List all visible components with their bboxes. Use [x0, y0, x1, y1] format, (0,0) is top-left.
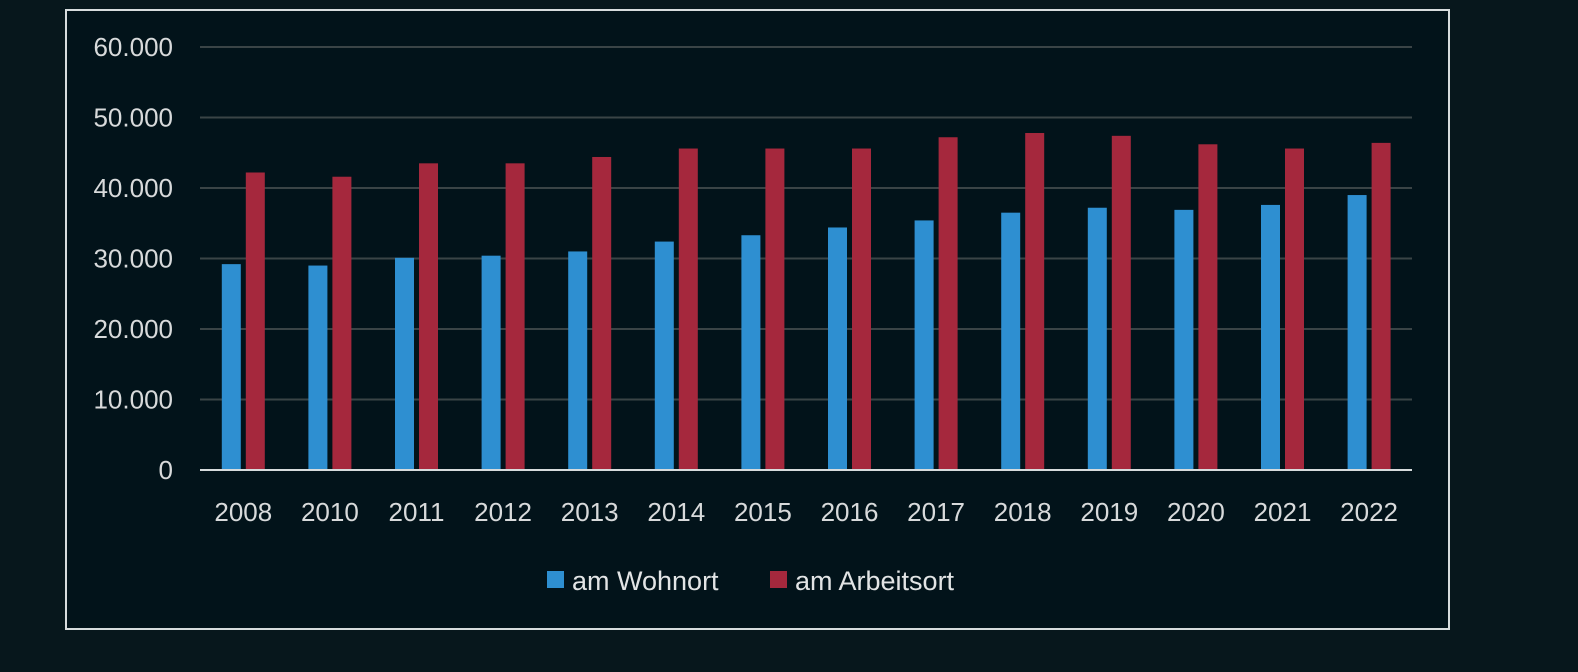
x-tick-label: 2014 [647, 497, 705, 527]
x-axis-ticks: 2008 2010 2011 2012 2013 2014 2015 2016 2017 2018… [214, 497, 1398, 527]
y-axis-ticks: 0 10.000 20.000 30.000 40.000 50.000 60.000 [93, 32, 173, 485]
legend-label-am-wohnort: am Wohnort [572, 566, 719, 596]
bar-am-arbeitsort-2010 [332, 176, 352, 470]
bar-am-arbeitsort-2014 [678, 148, 698, 470]
bar-am-wohnort-2013 [568, 251, 588, 470]
legend-swatch-am-arbeitsort [770, 571, 787, 588]
y-tick-label: 10.000 [93, 385, 173, 415]
y-tick-label: 20.000 [93, 314, 173, 344]
bar-am-wohnort-2021 [1261, 204, 1280, 471]
bar-am-arbeitsort-2011 [419, 163, 438, 470]
bar-am-wohnort-2010 [308, 265, 328, 470]
x-tick-label: 2016 [821, 497, 879, 527]
x-tick-label: 2008 [214, 497, 272, 527]
x-tick-label: 2015 [734, 497, 792, 527]
x-tick-label: 2020 [1167, 497, 1225, 527]
x-tick-label: 2017 [907, 497, 965, 527]
bar-am-wohnort-2018 [1001, 212, 1021, 471]
bar-am-arbeitsort-2013 [592, 156, 612, 471]
x-tick-label: 2012 [474, 497, 532, 527]
bar-am-arbeitsort-2015 [765, 148, 785, 470]
y-tick-label: 60.000 [93, 32, 173, 62]
x-tick-label: 2018 [994, 497, 1052, 527]
bar-am-arbeitsort-2021 [1285, 148, 1304, 470]
bar-am-wohnort-2016 [828, 227, 847, 470]
bar-am-arbeitsort-2012 [505, 163, 525, 470]
x-tick-label: 2021 [1254, 497, 1312, 527]
gridlines [200, 46, 1412, 401]
bar-am-arbeitsort-2017 [938, 137, 958, 471]
x-tick-label: 2010 [301, 497, 359, 527]
x-tick-label: 2011 [389, 497, 445, 527]
bar-am-wohnort-2012 [481, 255, 501, 470]
bar-am-arbeitsort-2020 [1198, 144, 1218, 471]
bars [221, 133, 1391, 471]
y-tick-label: 30.000 [93, 244, 173, 274]
bar-am-wohnort-2020 [1174, 209, 1194, 471]
x-tick-label: 2019 [1080, 497, 1138, 527]
x-tick-label: 2013 [561, 497, 619, 527]
bar-am-arbeitsort-2022 [1371, 142, 1391, 470]
y-tick-label: 50.000 [93, 103, 173, 133]
y-tick-label: 0 [159, 455, 173, 485]
bar-am-arbeitsort-2016 [852, 148, 871, 470]
bar-am-arbeitsort-2019 [1111, 135, 1131, 470]
legend-label-am-arbeitsort: am Arbeitsort [795, 566, 955, 596]
bar-am-wohnort-2022 [1347, 195, 1367, 471]
x-tick-label: 2022 [1340, 497, 1398, 527]
legend-swatch-am-wohnort [547, 571, 564, 588]
bar-am-wohnort-2015 [741, 235, 761, 470]
bar-am-wohnort-2011 [395, 257, 414, 470]
bar-am-arbeitsort-2018 [1025, 133, 1045, 470]
bar-am-wohnort-2017 [914, 220, 934, 470]
bar-am-wohnort-2008 [221, 264, 241, 470]
bar-am-wohnort-2014 [654, 241, 674, 470]
bar-am-wohnort-2019 [1087, 207, 1107, 471]
bar-am-arbeitsort-2008 [245, 172, 265, 471]
y-tick-label: 40.000 [93, 173, 173, 203]
legend: am Wohnort am Arbeitsort [547, 566, 955, 596]
